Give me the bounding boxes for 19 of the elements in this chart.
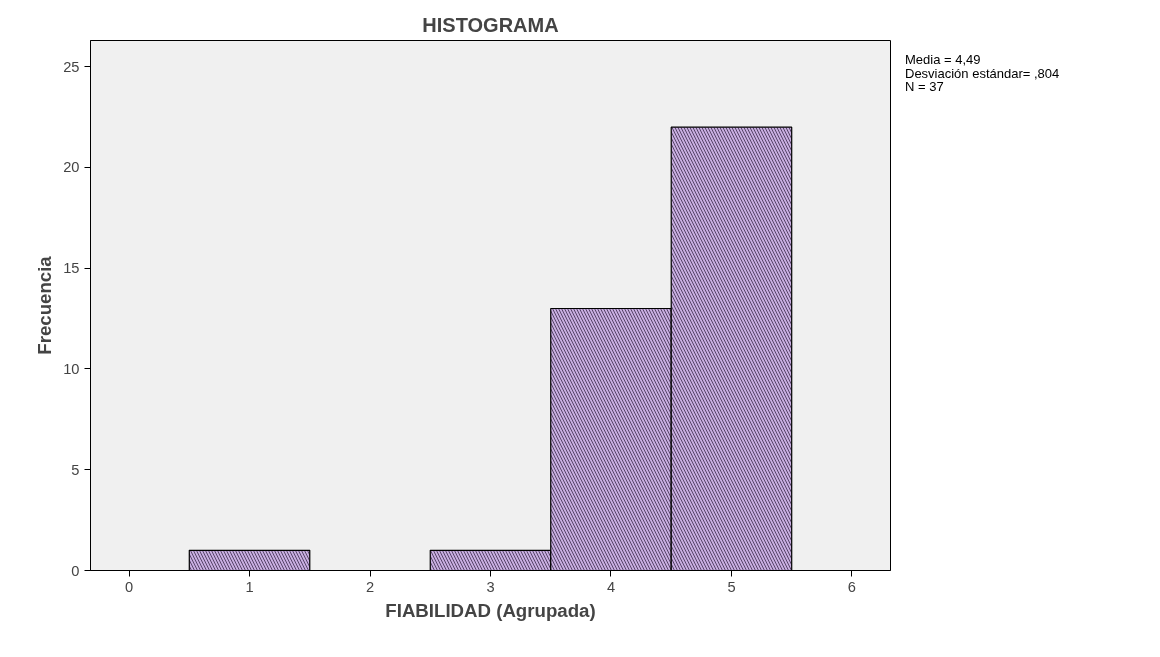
x-tick-label: 1 (245, 578, 254, 595)
x-tick-label: 4 (606, 578, 616, 595)
x-tick-label: 6 (847, 578, 857, 595)
chart-title: HISTOGRAMA (422, 13, 559, 36)
text: Media = 4,49 (905, 52, 981, 67)
y-tick-label: 15 (63, 260, 80, 277)
text: Desviación estándar= ,804 (905, 65, 1060, 81)
x-tick-label: 3 (486, 578, 495, 595)
y-tick-label: 0 (71, 562, 80, 579)
y-axis-title: Frecuencia (34, 255, 56, 355)
y-tick-label: 20 (63, 159, 80, 176)
x-tick-label: 5 (727, 578, 736, 595)
y-tick-label: 25 (63, 58, 80, 75)
y-tick-label: 5 (71, 461, 80, 478)
text: N = 37 (905, 79, 944, 95)
x-tick-label: 2 (365, 578, 375, 595)
x-axis-title: FIABILIDAD (Agrupada) (385, 599, 596, 621)
x-tick-label: 0 (124, 578, 134, 595)
y-tick-label: 10 (63, 360, 80, 377)
